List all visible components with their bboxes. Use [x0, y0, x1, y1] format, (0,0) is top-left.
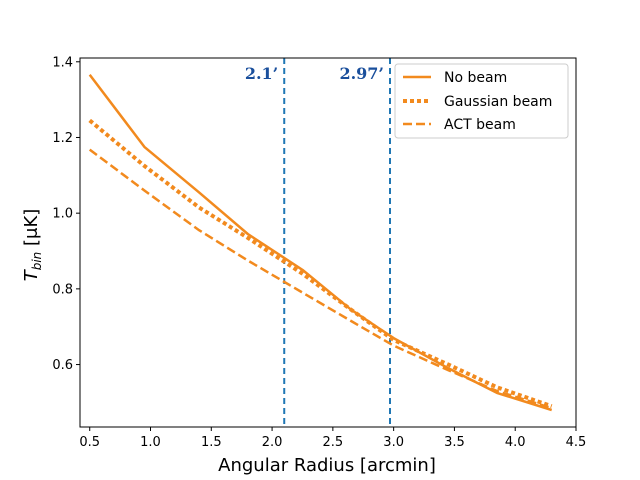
y-tick-label: 0.8: [52, 282, 73, 297]
series-line-gaussian-beam: [88, 118, 553, 409]
x-tick-label: 2.5: [323, 435, 344, 450]
legend-label-no-beam: No beam: [444, 70, 507, 86]
x-tick-label: 4.5: [566, 435, 587, 450]
y-axis-label-base: T: [21, 268, 42, 281]
y-axis-label-subscript: bin: [30, 252, 44, 271]
y-axis-label-unit: [μK]: [21, 209, 42, 252]
vline-label-0: 2.1’: [245, 64, 278, 83]
x-tick-label: 1.0: [140, 435, 161, 450]
x-tick-label: 3.0: [383, 435, 404, 450]
vline-label-1: 2.97’: [339, 64, 384, 83]
x-axis-label: Angular Radius [arcmin]: [218, 455, 436, 476]
y-axis-label: Tbin [μK]: [21, 209, 44, 282]
legend-box: [394, 63, 569, 139]
plot-frame: [79, 57, 577, 428]
x-tick-label: 3.5: [444, 435, 465, 450]
x-axis-ticks: 0.5 1.0 1.5 2.0 2.5 3.0 3.5 4.0 4.5: [79, 427, 586, 450]
series-line-act-beam: [88, 148, 553, 410]
vertical-reference-lines: [283, 58, 391, 427]
y-tick-label: 0.6: [52, 358, 73, 373]
vline-annotations: 2.1’ 2.97’: [245, 64, 384, 83]
y-tick-label: 1.0: [52, 207, 73, 222]
y-tick-label: 1.4: [52, 55, 73, 70]
x-tick-label: 2.0: [262, 435, 283, 450]
x-tick-label: 1.5: [201, 435, 222, 450]
legend: No beam Gaussian beam ACT beam: [394, 63, 569, 139]
x-tick-label: 0.5: [79, 435, 100, 450]
legend-label-act-beam: ACT beam: [444, 117, 516, 133]
x-tick-label: 4.0: [505, 435, 526, 450]
y-tick-label: 1.2: [52, 131, 73, 146]
series-lines: [88, 73, 553, 412]
y-axis-ticks: 0.6 0.8 1.0 1.2 1.4: [52, 55, 80, 373]
legend-label-gaussian-beam: Gaussian beam: [444, 94, 552, 110]
